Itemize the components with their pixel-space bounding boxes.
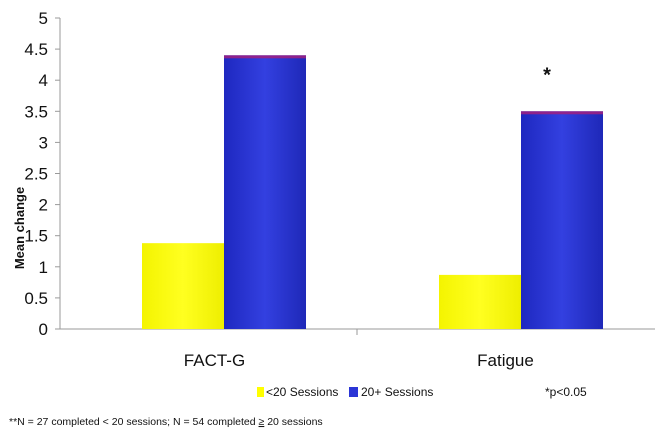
category-labels: FACT-G Fatigue [184,351,534,370]
legend-swatch-under-20 [257,387,264,397]
bar-body [521,111,603,329]
bar [521,111,603,329]
bar-top-edge [521,111,603,115]
footnote-before: **N = 27 completed < 20 sessions; N = 54… [9,416,259,428]
bars [142,55,603,329]
bar-body [439,274,521,329]
legend-swatch-20-plus [349,387,358,397]
footnote-symbol: ≥ [259,416,265,428]
bar-top-edge [224,55,306,59]
y-tick-label: 0 [39,320,48,339]
bar [439,274,521,329]
y-axis-ticks: 0 0.5 1 1.5 2 2.5 3 3.5 4 4.5 5 [24,9,60,339]
y-tick-label: 3 [39,133,48,152]
y-tick-label: 0.5 [24,289,48,308]
y-tick-label: 4 [39,71,48,90]
y-axis-label: Mean change [12,187,27,269]
y-tick-label: 5 [39,9,48,28]
y-tick-label: 2 [39,196,48,215]
category-label: FACT-G [184,351,245,370]
significance-star: * [543,64,551,86]
footnote: **N = 27 completed < 20 sessions; N = 54… [9,416,323,428]
y-tick-label: 4.5 [24,40,48,59]
bar-body [142,243,224,329]
legend: <20 Sessions 20+ Sessions [257,385,433,399]
y-tick-label: 1.5 [24,227,48,246]
category-label: Fatigue [477,351,534,370]
y-tick-label: 3.5 [24,102,48,121]
y-tick-label: 2.5 [24,165,48,184]
legend-label-20-plus: 20+ Sessions [361,385,433,399]
bar-body [224,55,306,329]
annotations: * [543,64,551,86]
legend-label-under-20: <20 Sessions [266,385,338,399]
bar [224,55,306,329]
footnote-after: 20 sessions [264,416,322,428]
y-tick-label: 1 [39,258,48,277]
bar [142,243,224,329]
significance-note: *p<0.05 [545,385,587,399]
